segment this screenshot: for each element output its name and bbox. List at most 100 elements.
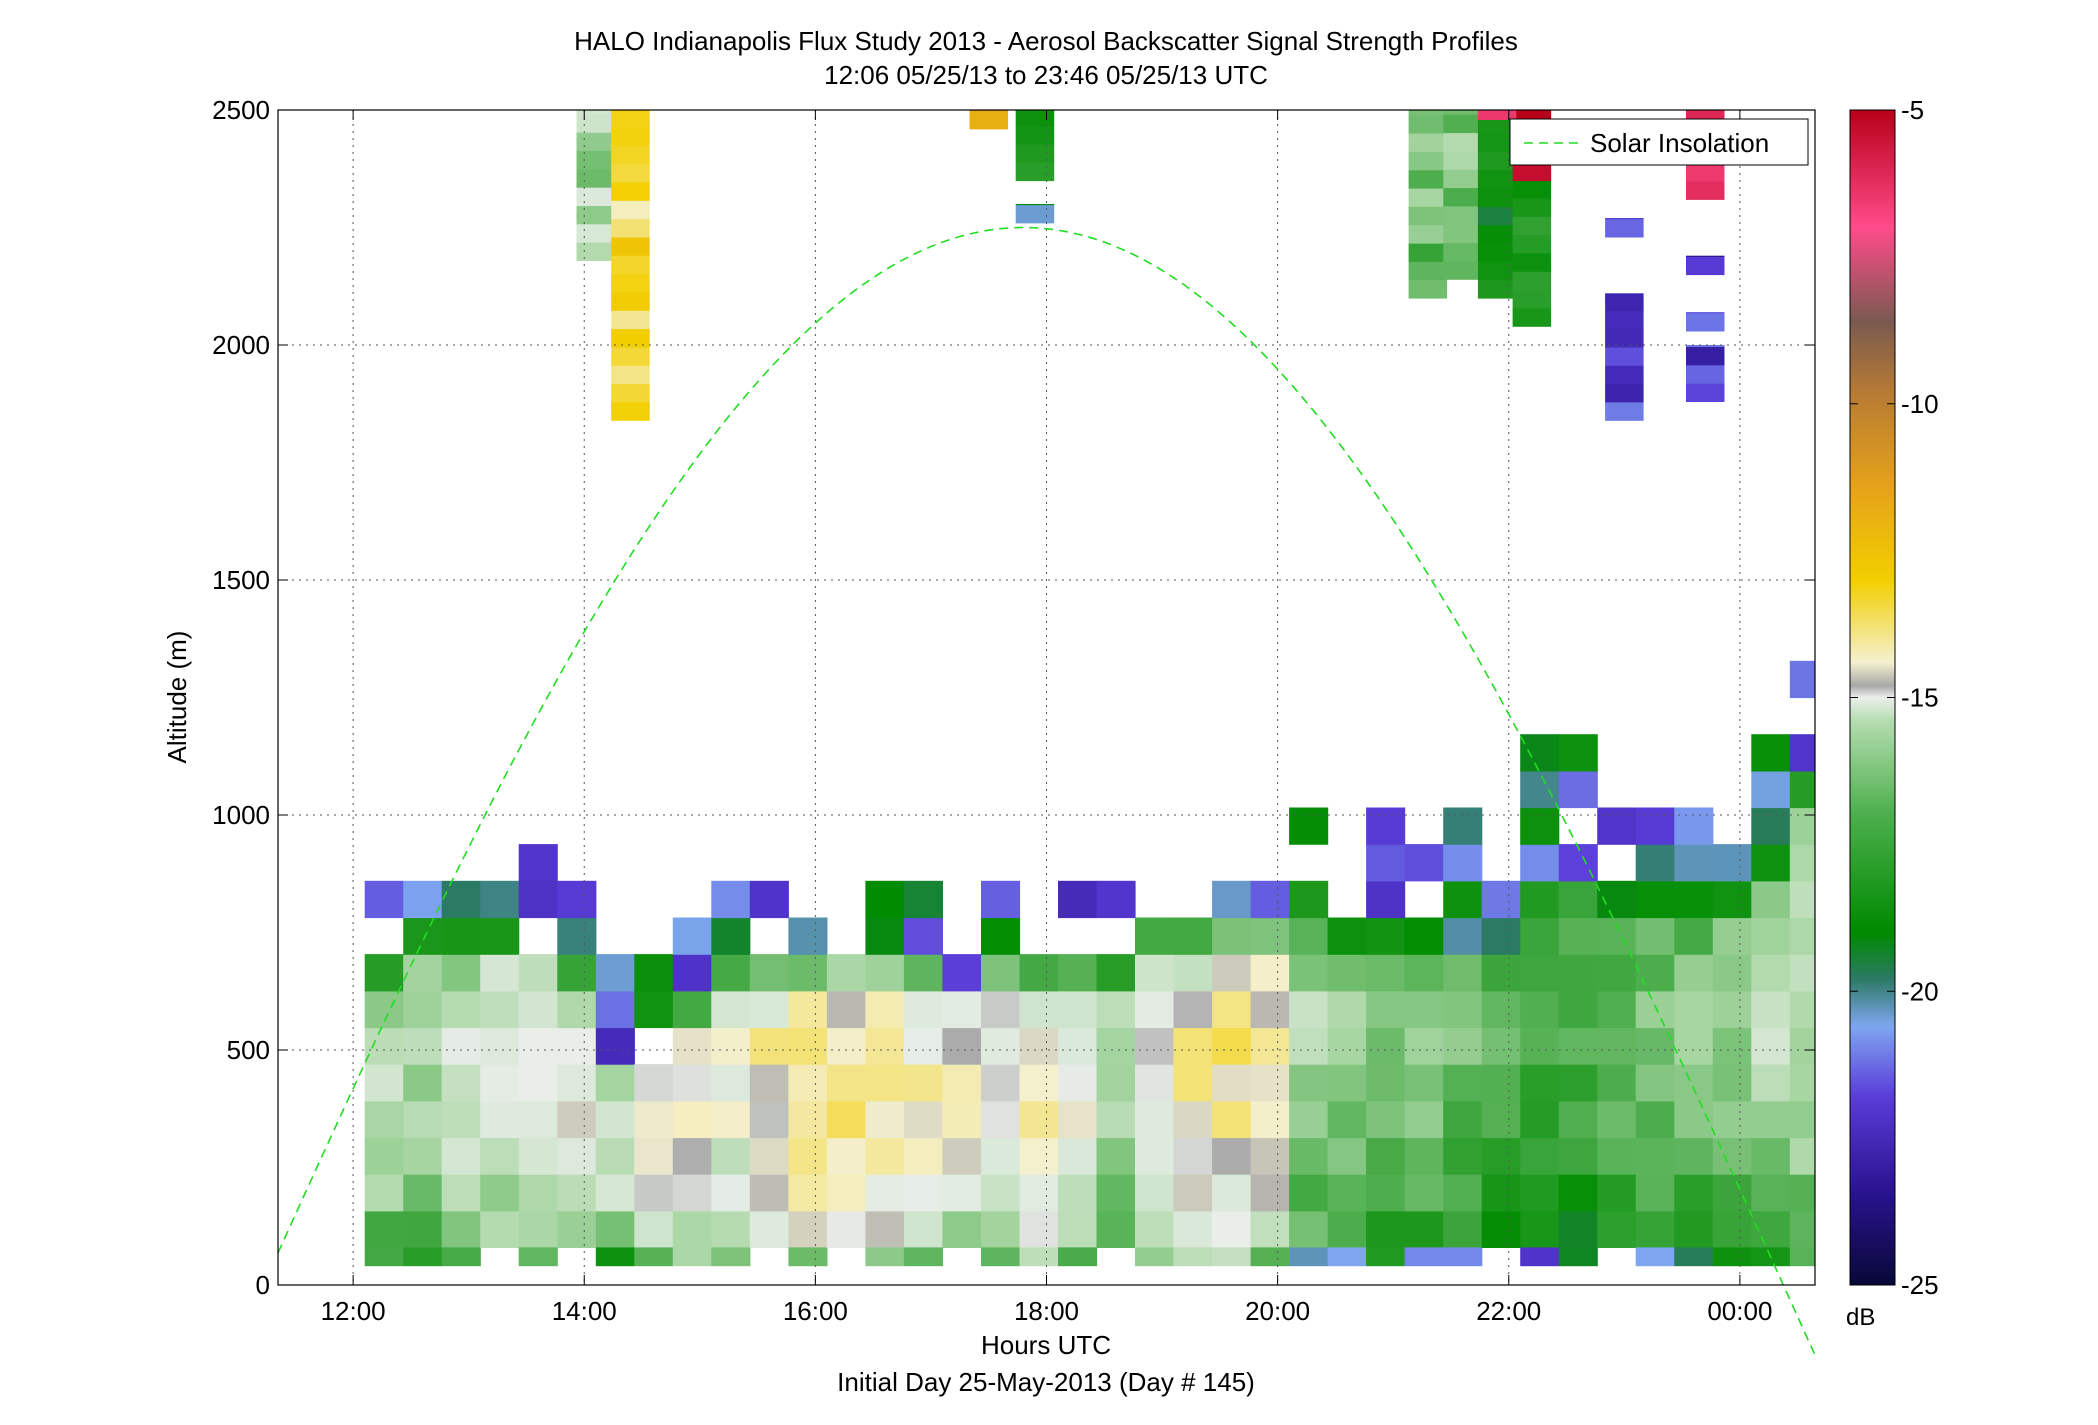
heatmap-cell bbox=[1212, 954, 1252, 992]
heatmap-cell bbox=[1443, 169, 1482, 189]
heatmap-cell bbox=[1443, 1174, 1483, 1212]
heatmap-cell bbox=[1481, 1174, 1521, 1212]
heatmap-cell bbox=[403, 990, 443, 1029]
heatmap-cell bbox=[981, 990, 1021, 1029]
heatmap-cell bbox=[1605, 218, 1644, 220]
heatmap-cell bbox=[557, 1137, 597, 1175]
heatmap-cell bbox=[1751, 954, 1791, 992]
heatmap-cell bbox=[865, 1137, 905, 1175]
heatmap-cell bbox=[1597, 990, 1637, 1029]
heatmap-cell bbox=[1404, 844, 1444, 882]
heatmap-cell bbox=[1686, 346, 1725, 366]
heatmap-cell bbox=[1751, 990, 1791, 1029]
heatmap-cell bbox=[576, 150, 615, 170]
heatmap-cell bbox=[441, 1247, 481, 1267]
heatmap-cell bbox=[672, 1027, 712, 1065]
heatmap-cell bbox=[1520, 770, 1560, 809]
heatmap-cell bbox=[557, 1100, 597, 1139]
heatmap-cell bbox=[611, 200, 650, 220]
heatmap-cell bbox=[672, 1247, 712, 1267]
heatmap-cell bbox=[1289, 1210, 1329, 1248]
heatmap-cell bbox=[441, 1027, 481, 1065]
heatmap-cell bbox=[1408, 243, 1448, 262]
heatmap-cell bbox=[1674, 1137, 1714, 1175]
heatmap-cell bbox=[557, 990, 597, 1029]
heatmap-cell bbox=[1019, 1210, 1059, 1248]
heatmap-cell bbox=[1686, 255, 1725, 257]
heatmap-cell bbox=[1751, 770, 1791, 809]
heatmap-cell bbox=[981, 1027, 1021, 1065]
heatmap-cell bbox=[1481, 1100, 1521, 1139]
heatmap-cell bbox=[1408, 261, 1448, 281]
heatmap-cell bbox=[1173, 1064, 1213, 1102]
heatmap-cell bbox=[711, 1064, 751, 1102]
heatmap-cell bbox=[557, 917, 597, 955]
heatmap-cell bbox=[557, 954, 597, 992]
heatmap-cell bbox=[1635, 807, 1675, 845]
heatmap-cell bbox=[749, 1210, 789, 1248]
heatmap-cell bbox=[1443, 205, 1482, 225]
heatmap-cell bbox=[576, 110, 615, 115]
heatmap-cell bbox=[1058, 1137, 1098, 1175]
heatmap-cell bbox=[1477, 224, 1517, 244]
colorbar-tick-label: -20 bbox=[1901, 976, 1939, 1006]
heatmap-cell bbox=[749, 1137, 789, 1175]
heatmap-cell bbox=[595, 1100, 635, 1139]
heatmap-cell bbox=[1366, 807, 1406, 845]
y-tick-label: 1000 bbox=[212, 800, 270, 830]
heatmap-cell bbox=[788, 1174, 828, 1212]
legend: Solar Insolation bbox=[1509, 118, 1809, 166]
heatmap-cell bbox=[1712, 1247, 1752, 1267]
heatmap-cell bbox=[1443, 224, 1482, 244]
heatmap-cell bbox=[1015, 204, 1055, 206]
heatmap-cell bbox=[1674, 954, 1714, 992]
heatmap-cell bbox=[1558, 1247, 1598, 1267]
heatmap-cell bbox=[711, 1174, 751, 1212]
heatmap-cell bbox=[1512, 162, 1552, 182]
heatmap-cell bbox=[1408, 114, 1448, 134]
x-axis-sublabel: Initial Day 25-May-2013 (Day # 145) bbox=[837, 1367, 1255, 1397]
heatmap-cell bbox=[981, 954, 1021, 992]
heatmap-cell bbox=[441, 1064, 481, 1102]
heatmap-cell bbox=[1443, 150, 1482, 170]
heatmap-cell bbox=[749, 1100, 789, 1139]
heatmap-cell bbox=[634, 1174, 674, 1212]
heatmap-cell bbox=[942, 1174, 982, 1212]
legend-box bbox=[1509, 118, 1809, 166]
heatmap-cell bbox=[576, 132, 615, 151]
heatmap-cell bbox=[672, 990, 712, 1029]
heatmap-cell bbox=[1635, 844, 1675, 882]
colorbar-tick-label: -10 bbox=[1901, 389, 1939, 419]
heatmap-cell bbox=[557, 1210, 597, 1248]
heatmap-cell bbox=[1058, 1210, 1098, 1248]
heatmap-cell bbox=[1674, 990, 1714, 1029]
heatmap-cell bbox=[1520, 1064, 1560, 1102]
heatmap-cell bbox=[441, 1210, 481, 1248]
heatmap-cell bbox=[403, 1027, 443, 1065]
heatmap-cell bbox=[1443, 1247, 1483, 1267]
heatmap-cell bbox=[1558, 770, 1598, 809]
heatmap-cell bbox=[1789, 1100, 1815, 1139]
heatmap-cell bbox=[1789, 734, 1815, 772]
heatmap-cell bbox=[1250, 1137, 1290, 1175]
heatmap-cell bbox=[1712, 844, 1752, 882]
heatmap-cell bbox=[826, 1100, 866, 1139]
heatmap-cell bbox=[403, 1174, 443, 1212]
heatmap-cell bbox=[981, 1100, 1021, 1139]
heatmap-cell bbox=[1512, 197, 1552, 217]
heatmap-cell bbox=[1404, 1100, 1444, 1139]
heatmap-cell bbox=[942, 1100, 982, 1139]
heatmap-cell bbox=[942, 1210, 982, 1248]
heatmap-cell bbox=[1404, 1174, 1444, 1212]
heatmap-cell bbox=[1481, 917, 1521, 955]
heatmap-cell bbox=[903, 880, 943, 919]
heatmap-cell bbox=[1327, 990, 1367, 1029]
heatmap-cell bbox=[1558, 990, 1598, 1029]
heatmap-cell bbox=[981, 1174, 1021, 1212]
legend-label: Solar Insolation bbox=[1590, 128, 1769, 158]
heatmap-cell bbox=[672, 1100, 712, 1139]
heatmap-cell bbox=[1250, 1027, 1290, 1065]
heatmap-cell bbox=[364, 1174, 404, 1212]
heatmap-cell bbox=[903, 1137, 943, 1175]
heatmap-cell bbox=[1408, 279, 1448, 299]
